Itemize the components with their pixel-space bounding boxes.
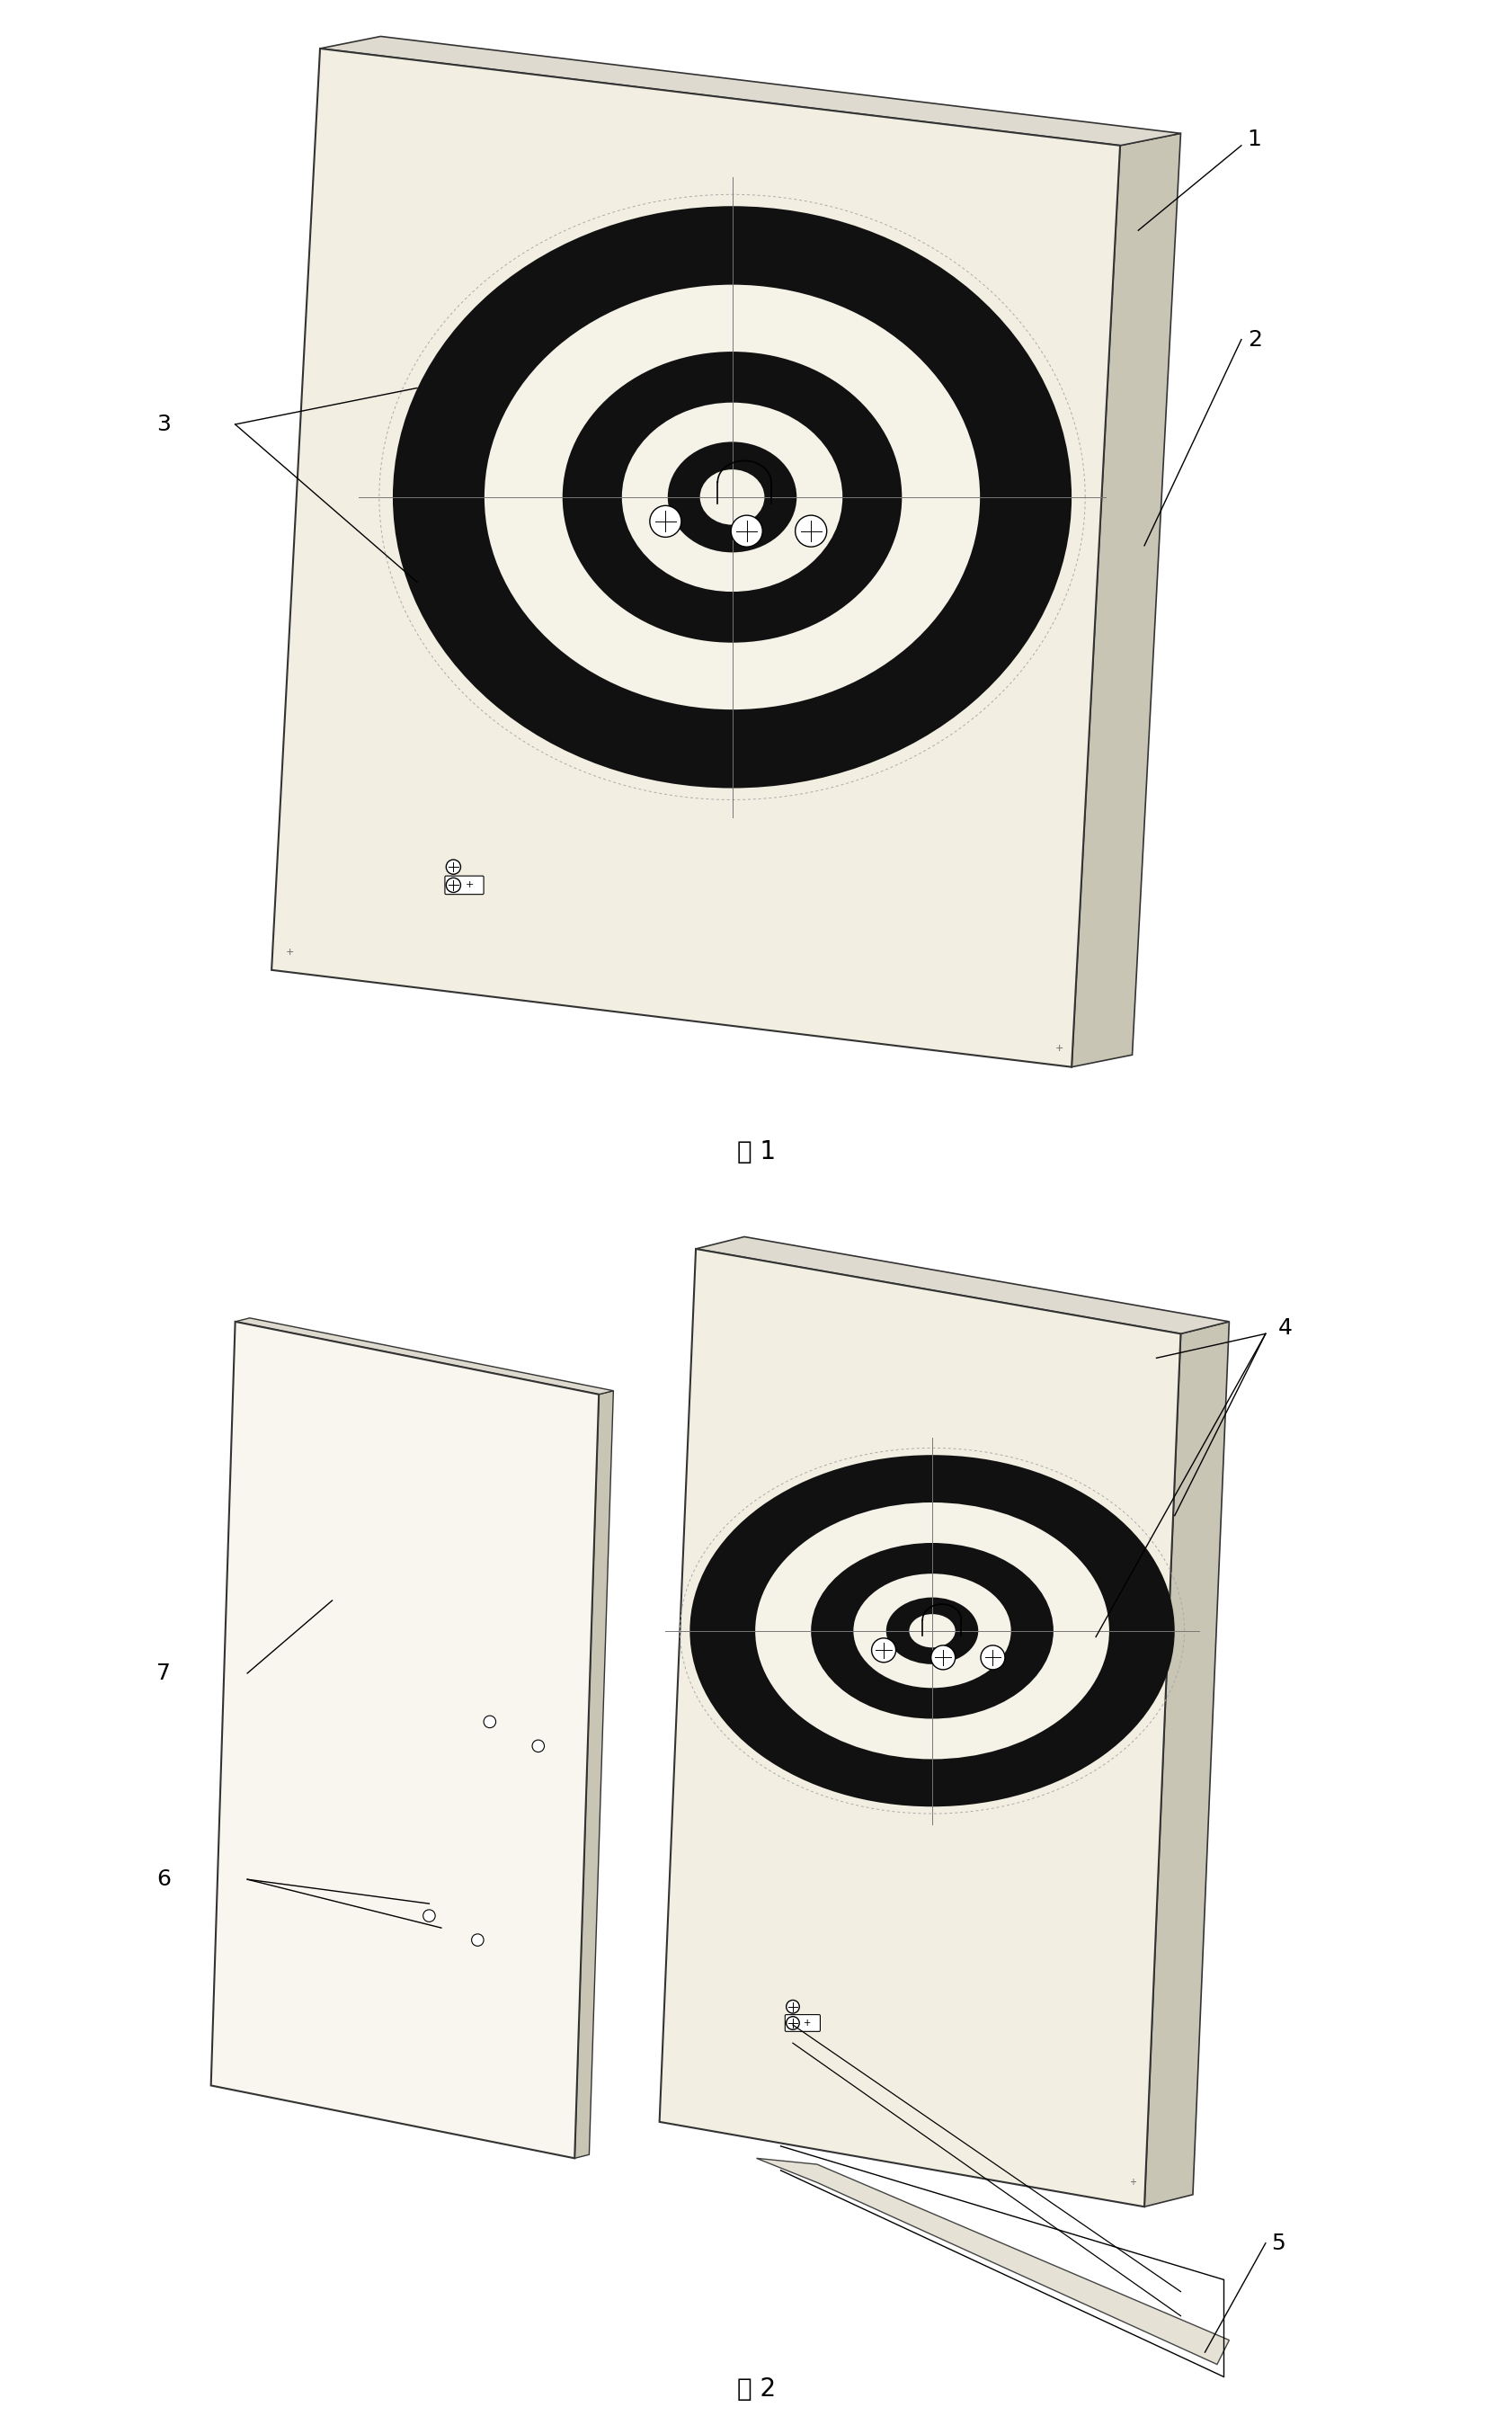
Text: 图 2: 图 2 (736, 2376, 776, 2401)
Circle shape (472, 1935, 484, 1945)
Polygon shape (234, 1319, 612, 1394)
Circle shape (786, 2001, 798, 2013)
Ellipse shape (667, 441, 797, 553)
Circle shape (446, 861, 460, 875)
Ellipse shape (621, 403, 842, 592)
Text: +: + (464, 880, 473, 890)
Polygon shape (1070, 133, 1179, 1067)
Text: 2: 2 (1247, 330, 1261, 349)
Polygon shape (696, 1237, 1228, 1334)
Ellipse shape (909, 1615, 954, 1647)
Circle shape (980, 1644, 1004, 1668)
Text: 3: 3 (156, 415, 171, 434)
Ellipse shape (853, 1574, 1010, 1688)
Polygon shape (210, 1322, 599, 2158)
Ellipse shape (484, 284, 980, 711)
Text: 6: 6 (156, 1870, 171, 1889)
Text: +: + (803, 2018, 810, 2027)
Circle shape (871, 1639, 895, 1664)
Circle shape (649, 507, 680, 538)
Text: 5: 5 (1272, 2233, 1285, 2253)
Ellipse shape (886, 1598, 978, 1664)
Polygon shape (321, 36, 1179, 146)
Polygon shape (756, 2158, 1228, 2364)
FancyBboxPatch shape (785, 2015, 820, 2032)
Circle shape (423, 1911, 435, 1921)
Circle shape (730, 517, 762, 548)
Circle shape (786, 2018, 798, 2030)
Polygon shape (272, 48, 1119, 1067)
Circle shape (930, 1644, 954, 1668)
Ellipse shape (689, 1455, 1173, 1807)
Circle shape (446, 878, 460, 892)
Text: 4: 4 (1278, 1317, 1291, 1339)
Ellipse shape (810, 1542, 1052, 1719)
Text: 1: 1 (1247, 129, 1261, 150)
Ellipse shape (393, 206, 1070, 788)
FancyBboxPatch shape (445, 875, 484, 895)
Circle shape (795, 517, 826, 548)
Text: 图 1: 图 1 (736, 1140, 776, 1164)
Text: +: + (1055, 1045, 1063, 1052)
Polygon shape (575, 1392, 612, 2158)
Text: 7: 7 (156, 1664, 171, 1683)
Polygon shape (659, 1249, 1179, 2207)
Circle shape (484, 1717, 496, 1727)
Circle shape (532, 1741, 544, 1751)
Ellipse shape (754, 1504, 1108, 1758)
Text: +: + (286, 948, 293, 955)
Ellipse shape (562, 352, 901, 643)
Ellipse shape (700, 470, 764, 524)
Polygon shape (1143, 1322, 1228, 2207)
Text: +: + (1128, 2178, 1136, 2187)
